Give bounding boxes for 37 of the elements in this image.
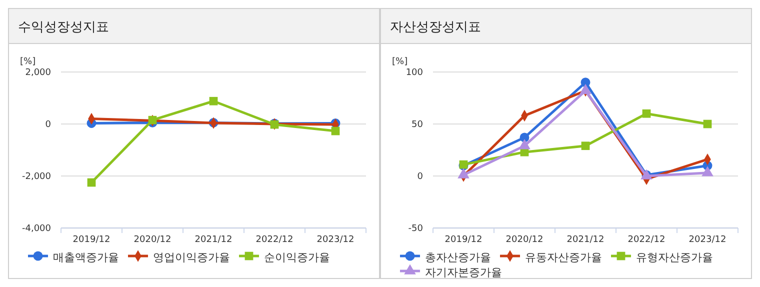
point bbox=[581, 142, 590, 150]
point bbox=[520, 132, 530, 142]
chart-title: 수익성장성지표 bbox=[18, 20, 109, 35]
x-tick-label: 2022/12 bbox=[256, 235, 294, 245]
y-axis-title: [%] bbox=[392, 57, 408, 67]
x-tick-label: 2019/12 bbox=[444, 235, 482, 245]
legend-label: 영업이익증가율 bbox=[153, 251, 230, 264]
x-tick-label: 2021/12 bbox=[566, 235, 604, 245]
point bbox=[580, 78, 590, 88]
x-tick-label: 2023/12 bbox=[316, 235, 354, 245]
chart-title: 자산성장성지표 bbox=[390, 20, 481, 35]
legend-label: 자기자본증가율 bbox=[425, 266, 502, 279]
legend-label: 순이익증가율 bbox=[264, 251, 330, 264]
x-tick-label: 2023/12 bbox=[688, 235, 726, 245]
legend-label: 매출액증가율 bbox=[53, 251, 119, 264]
x-tick-label: 2020/12 bbox=[506, 235, 544, 245]
x-tick-label: 2021/12 bbox=[194, 235, 232, 245]
legend-label: 총자산증가율 bbox=[425, 251, 491, 264]
y-tick-label: 0 bbox=[45, 120, 52, 130]
y-axis-title: [%] bbox=[20, 57, 36, 67]
y-tick-label: 0 bbox=[417, 172, 424, 182]
y-tick-label: -4,000 bbox=[22, 224, 52, 234]
y-tick-label: 50 bbox=[412, 120, 424, 130]
y-tick-label: 100 bbox=[406, 68, 424, 78]
y-tick-label: -50 bbox=[408, 224, 424, 234]
legend-label: 유동자산증가율 bbox=[525, 251, 602, 264]
x-tick-label: 2019/12 bbox=[72, 235, 110, 245]
x-tick-label: 2020/12 bbox=[134, 235, 172, 245]
point bbox=[87, 178, 96, 187]
point bbox=[703, 120, 712, 128]
point bbox=[331, 126, 340, 136]
y-tick-label: 2,000 bbox=[25, 68, 52, 78]
y-tick-label: -2,000 bbox=[22, 172, 52, 182]
legend-label: 유형자산증가율 bbox=[636, 251, 713, 264]
point bbox=[209, 96, 218, 106]
point bbox=[642, 109, 651, 118]
x-tick-label: 2022/12 bbox=[628, 235, 666, 245]
